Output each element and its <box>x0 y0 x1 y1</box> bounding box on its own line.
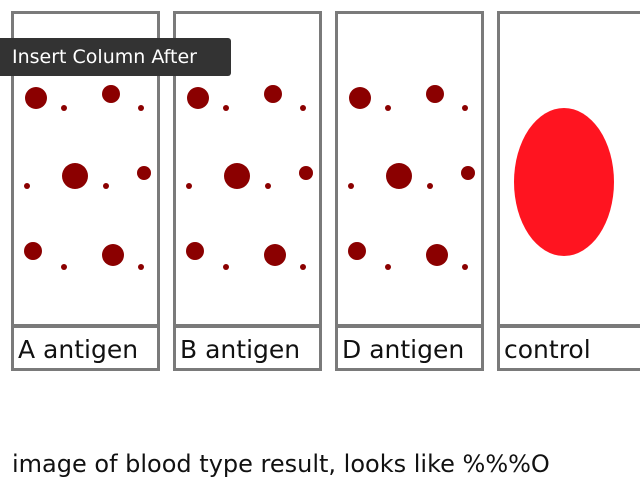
clump <box>264 85 282 103</box>
clump <box>138 105 144 111</box>
blood-sample-cell-d[interactable] <box>335 11 484 327</box>
clump <box>61 264 67 270</box>
clump <box>62 163 88 189</box>
clump <box>24 183 30 189</box>
clump <box>426 85 444 103</box>
clump <box>25 87 47 109</box>
clump <box>349 87 371 109</box>
clump <box>300 105 306 111</box>
image-caption: image of blood type result, looks like %… <box>12 450 550 478</box>
clump <box>138 264 144 270</box>
clump <box>186 242 204 260</box>
clump <box>24 242 42 260</box>
clump <box>385 264 391 270</box>
clump <box>461 166 475 180</box>
control-pattern <box>514 108 614 256</box>
column-label-control[interactable]: control <box>497 325 640 371</box>
column-label-b-antigen[interactable]: B antigen <box>173 325 322 371</box>
clump <box>300 264 306 270</box>
control-blood-drop <box>514 108 614 256</box>
clump <box>102 244 124 266</box>
clump <box>426 244 448 266</box>
agglutination-pattern-a <box>24 85 151 270</box>
clumps <box>24 85 151 270</box>
clump <box>103 183 109 189</box>
clump <box>137 166 151 180</box>
clump <box>385 105 391 111</box>
clump <box>264 244 286 266</box>
column-label-a-antigen[interactable]: A antigen <box>11 325 160 371</box>
clump <box>462 264 468 270</box>
clump <box>187 87 209 109</box>
clump <box>265 183 271 189</box>
insert-column-after-tooltip: Insert Column After <box>0 38 231 76</box>
clump <box>348 183 354 189</box>
clump <box>223 105 229 111</box>
clump <box>348 242 366 260</box>
blood-sample-cell-control[interactable] <box>497 11 640 327</box>
clumps <box>186 85 313 270</box>
clump <box>386 163 412 189</box>
agglutination-pattern-b <box>186 85 313 270</box>
clump <box>186 183 192 189</box>
clump <box>299 166 313 180</box>
clump <box>223 264 229 270</box>
clump <box>427 183 433 189</box>
agglutination-pattern-d <box>348 85 475 270</box>
clump <box>61 105 67 111</box>
clump <box>102 85 120 103</box>
column-label-d-antigen[interactable]: D antigen <box>335 325 484 371</box>
clump <box>224 163 250 189</box>
clump <box>462 105 468 111</box>
clumps <box>348 85 475 270</box>
